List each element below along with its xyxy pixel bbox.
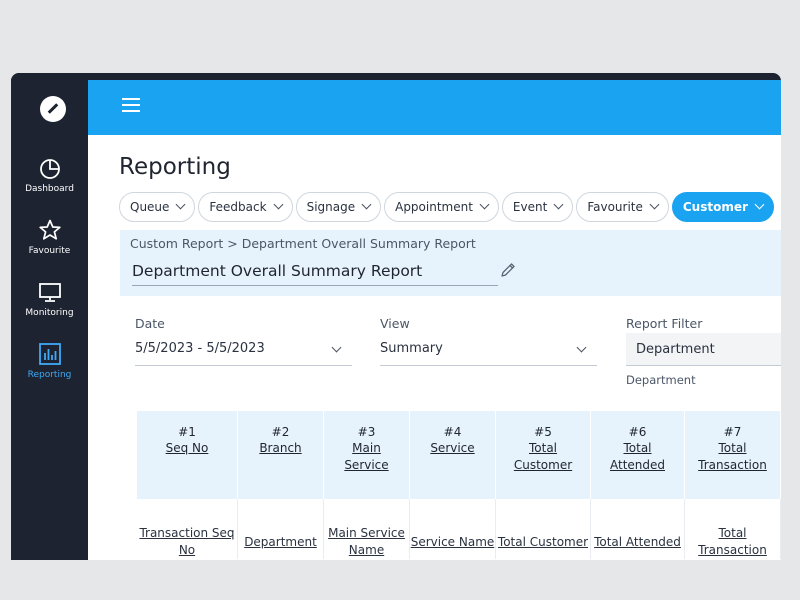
date-label: Date (135, 316, 165, 331)
sidebar-item-monitoring[interactable]: Monitoring (11, 280, 88, 336)
report-tabs: Queue Feedback Signage Appointment Event Favo… (119, 192, 777, 222)
sidebar-item-favourite[interactable]: Favourite (11, 218, 88, 274)
tab-feedback[interactable]: Feedback (198, 192, 293, 222)
sidebar-item-label: Dashboard (25, 184, 74, 194)
field-cell-main-service[interactable]: Name Main Service (324, 499, 410, 559)
monitor-icon (38, 283, 61, 302)
breadcrumb[interactable]: Custom Report > Department Overall Summa… (130, 236, 476, 251)
column-header-total-customer[interactable]: #5 Total Customer (496, 411, 591, 499)
chevron-down-icon (361, 199, 372, 210)
sidebar-item-reporting[interactable]: Reporting (11, 342, 88, 398)
sidebar-item-label: Monitoring (25, 308, 74, 318)
report-header: Custom Report > Department Overall Summa… (120, 230, 781, 296)
sidebar-item-label: Favourite (28, 246, 71, 256)
tab-customer[interactable]: Customer (671, 192, 774, 222)
sidebar: Dashboard Favourite Monitoring Reporting (11, 73, 88, 560)
chevron-down-icon (175, 199, 186, 210)
field-cell-seq-no[interactable]: No Transaction Seq (137, 499, 238, 559)
tab-queue[interactable]: Queue (119, 192, 196, 222)
date-range-select[interactable]: 5/5/2023 - 5/5/2023 (135, 336, 352, 366)
menu-icon[interactable] (122, 98, 140, 112)
view-label: View (380, 316, 410, 331)
chevron-down-icon (479, 199, 490, 210)
sidebar-item-dashboard[interactable]: Dashboard (11, 156, 88, 212)
page-title: Reporting (119, 154, 231, 180)
bar-chart-icon (38, 343, 61, 365)
chevron-down-icon (331, 342, 342, 353)
column-header-service[interactable]: #4 Service (410, 411, 496, 499)
sidebar-item-label: Reporting (27, 370, 72, 380)
tab-favourite[interactable]: Favourite (576, 192, 669, 222)
chevron-down-icon (553, 199, 564, 210)
column-header-total-attended[interactable]: #6 Total Attended (591, 411, 685, 499)
tab-appointment[interactable]: Appointment (384, 192, 499, 222)
report-title-field[interactable]: Department Overall Summary Report (132, 258, 498, 286)
page-body: Reporting Queue Feedback Signage Appointmen… (88, 80, 781, 560)
report-filter-label: Report Filter (626, 316, 703, 331)
column-header-seq-no[interactable]: #1 Seq No (137, 411, 238, 499)
pie-chart-icon (39, 159, 60, 179)
tab-signage[interactable]: Signage (295, 192, 382, 222)
top-bar (88, 80, 781, 135)
report-filter-select[interactable]: Department (626, 333, 781, 366)
field-cell-branch[interactable]: Department (238, 499, 324, 559)
chevron-down-icon (273, 199, 284, 210)
column-header-main-service[interactable]: #3 Main Service (324, 411, 410, 499)
edit-icon[interactable] (500, 262, 516, 278)
chevron-down-icon (754, 199, 765, 210)
field-cell-service[interactable]: Service Name (410, 499, 496, 559)
field-cell-total-transaction[interactable]: Transaction Total (685, 499, 781, 559)
app-logo[interactable] (40, 96, 66, 122)
chevron-down-icon (649, 199, 660, 210)
star-icon (38, 219, 61, 240)
field-cell-total-customer[interactable]: Total Customer (496, 499, 591, 559)
column-header-branch[interactable]: #2 Branch (238, 411, 324, 499)
chevron-down-icon (576, 342, 587, 353)
tab-event[interactable]: Event (501, 192, 574, 222)
report-filter-hint: Department (626, 373, 696, 387)
view-select[interactable]: Summary (380, 336, 597, 366)
field-cell-total-attended[interactable]: Total Attended (591, 499, 685, 559)
column-header-total-transaction[interactable]: #7 Total Transaction (685, 411, 781, 499)
